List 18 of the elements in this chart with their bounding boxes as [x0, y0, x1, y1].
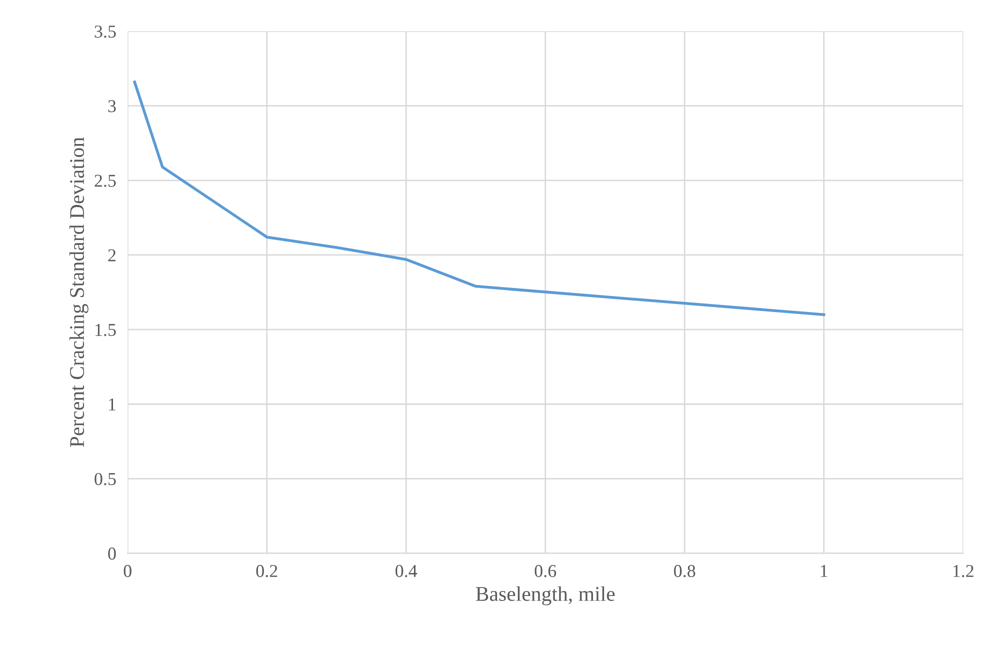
y-tick-label: 2 [108, 249, 116, 262]
x-tick-label: 1 [820, 565, 828, 577]
x-tick-label: 0.6 [534, 564, 556, 578]
y-tick-label: 1 [109, 398, 116, 410]
x-axis-title: Baselength, mile [476, 586, 615, 606]
y-tick-label: 3 [108, 100, 116, 112]
x-tick-label: 1.2 [953, 564, 974, 578]
x-tick-label: 0.2 [256, 564, 278, 578]
y-tick-label: 2.5 [94, 174, 116, 187]
y-tick-label: 1.5 [96, 324, 116, 336]
x-tick-label: 0.4 [396, 564, 418, 578]
y-axis-title: Percent Cracking Standard Deviation [69, 137, 88, 448]
x-tick-label: 0 [124, 564, 132, 578]
y-tick-label: 3.5 [94, 26, 116, 38]
line-series [133, 80, 826, 316]
y-tick-label: 0.5 [94, 472, 116, 486]
x-tick-label: 0.8 [674, 564, 696, 578]
y-tick-label: 0 [108, 548, 116, 560]
